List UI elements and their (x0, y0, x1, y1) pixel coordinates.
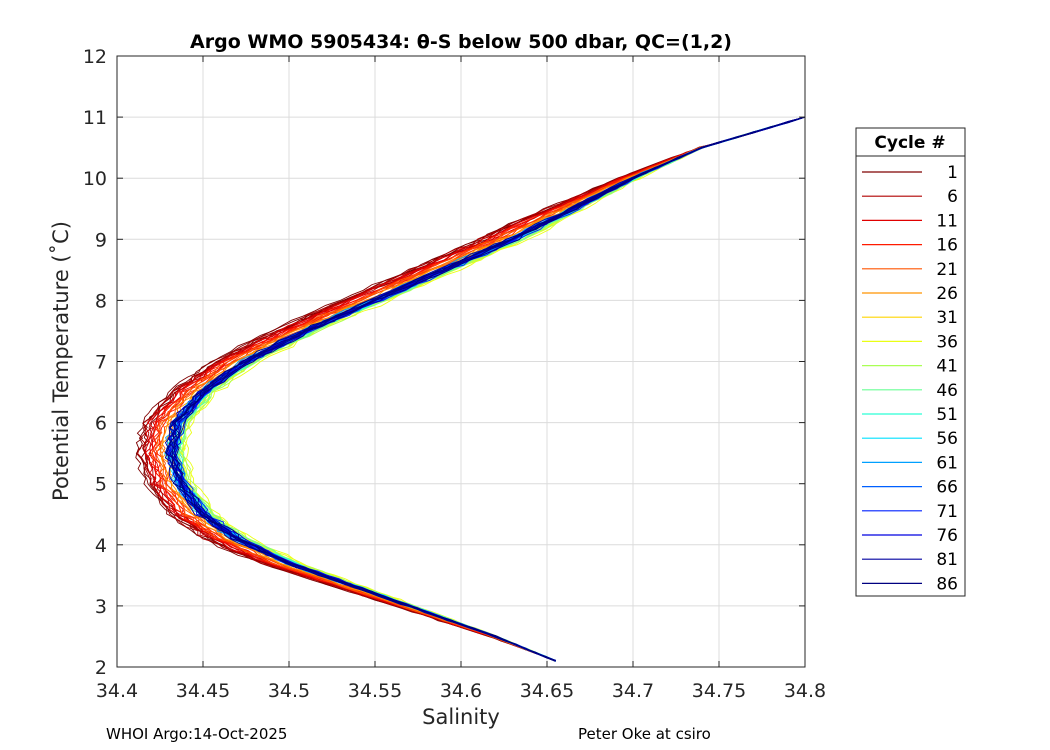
legend-label: 21 (936, 260, 958, 280)
x-axis-label: Salinity (422, 705, 500, 729)
y-tick-label: 7 (95, 352, 107, 374)
y-tick-label: 5 (95, 474, 107, 496)
x-tick-label: 34.65 (520, 680, 574, 702)
legend-label: 1 (947, 163, 958, 183)
legend-label: 26 (936, 284, 958, 304)
y-tick-label: 2 (95, 657, 107, 679)
legend-label: 31 (936, 308, 958, 328)
y-tick-label: 11 (83, 107, 107, 129)
x-tick-label: 34.4 (96, 680, 138, 702)
legend-label: 51 (936, 405, 958, 425)
legend: Cycle # 16111621263136414651566166717681… (855, 127, 966, 597)
legend-label: 61 (936, 453, 958, 473)
y-tick-label: 6 (95, 413, 107, 435)
y-tick-label: 9 (95, 229, 107, 251)
legend-label: 6 (947, 187, 958, 207)
footer-source: WHOI Argo:14-Oct-2025 (106, 725, 288, 743)
legend-label: 76 (936, 526, 958, 546)
legend-title: Cycle # (874, 133, 945, 153)
x-tick-label: 34.8 (784, 680, 826, 702)
legend-label: 46 (936, 381, 958, 401)
y-axis-ticks: 2 3 4 5 6 7 8 9 10 11 12 (83, 46, 805, 679)
legend-label: 86 (936, 574, 958, 594)
series-lines (135, 116, 806, 662)
legend-label: 56 (936, 429, 958, 449)
x-axis-ticks: 34.4 34.45 34.5 34.55 34.6 34.65 34.7 34.75 34.8 (96, 56, 826, 702)
legend-label: 11 (936, 211, 958, 231)
legend-label: 41 (936, 357, 958, 377)
series-line-cycle-86 (174, 116, 806, 662)
series-line-cycle-1 (135, 116, 806, 662)
y-tick-label: 3 (95, 596, 107, 618)
y-tick-label: 4 (95, 535, 107, 557)
y-tick-label: 8 (95, 290, 107, 312)
x-tick-label: 34.75 (692, 680, 746, 702)
y-tick-label: 10 (83, 168, 107, 190)
legend-label: 36 (936, 332, 958, 352)
legend-label: 71 (936, 502, 958, 522)
series-line-cycle-6 (142, 116, 806, 662)
y-tick-label: 12 (83, 46, 107, 68)
x-tick-label: 34.45 (176, 680, 230, 702)
y-axis-label: Potential Temperature (˚C) (49, 221, 73, 501)
series-line-cycle-86 (168, 116, 806, 662)
legend-label: 66 (936, 478, 958, 498)
footer-author: Peter Oke at csiro (578, 725, 711, 743)
plot-area (116, 55, 806, 668)
x-tick-label: 34.5 (268, 680, 310, 702)
x-tick-label: 34.7 (612, 680, 654, 702)
legend-label: 16 (936, 236, 958, 256)
x-tick-label: 34.55 (348, 680, 402, 702)
chart-title: Argo WMO 5905434: θ-S below 500 dbar, QC… (190, 31, 732, 53)
legend-label: 81 (936, 550, 958, 570)
legend-box (855, 127, 966, 597)
x-tick-label: 34.6 (440, 680, 482, 702)
series-line-cycle-26 (158, 116, 806, 662)
